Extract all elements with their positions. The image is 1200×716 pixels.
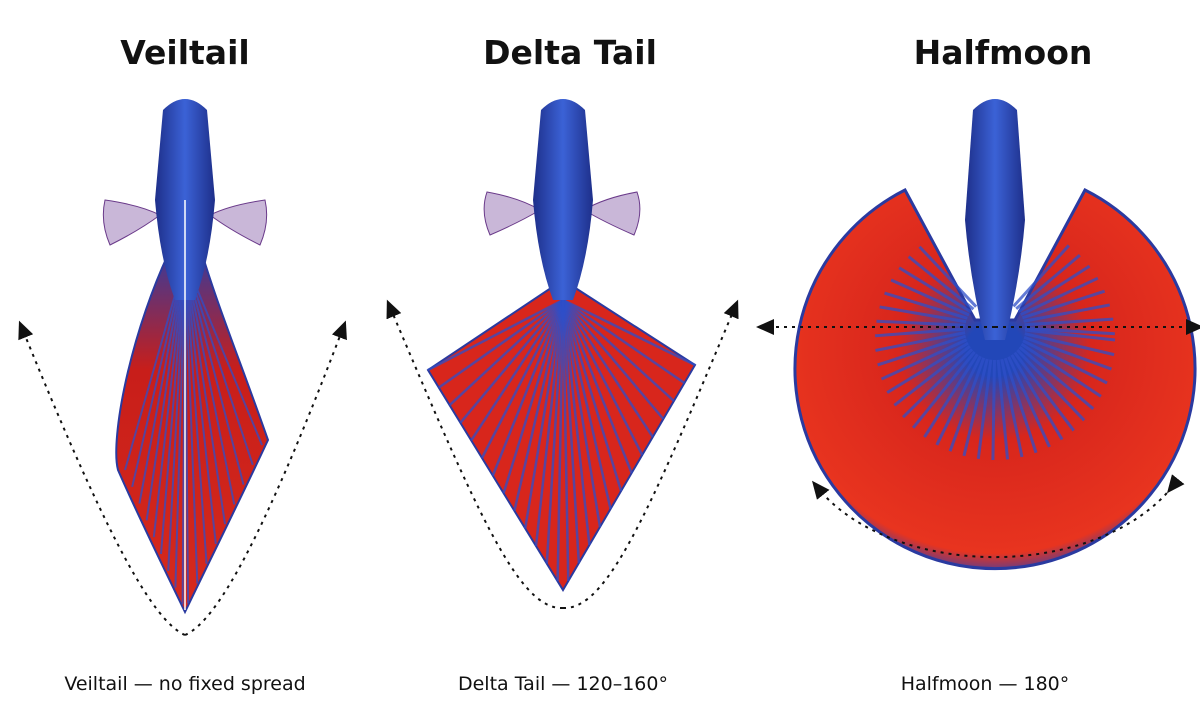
tail-ray — [1016, 349, 1086, 422]
tail-ray — [1020, 342, 1102, 398]
spread-arrow — [18, 320, 186, 636]
tail-ray — [184, 259, 236, 505]
tail-ray — [976, 359, 993, 460]
tail-ray — [879, 305, 967, 324]
tail-ray — [448, 299, 564, 407]
veiltail-fish — [102, 99, 270, 615]
tail-ray — [1021, 289, 1106, 320]
tail-ray — [145, 259, 186, 521]
tail-ray — [561, 299, 581, 564]
tail-ray — [886, 341, 969, 394]
tail-ray — [1023, 335, 1112, 371]
tail-ray — [962, 358, 989, 457]
tail-ray — [502, 299, 565, 494]
tail-ray — [138, 259, 186, 504]
tail-ray — [1024, 332, 1115, 357]
tail-ray — [523, 299, 565, 529]
tail-ray — [534, 299, 565, 547]
spread-arrow — [562, 299, 739, 610]
tail-ray — [948, 357, 986, 452]
tail-ray — [545, 299, 565, 564]
tail-ray — [562, 299, 665, 420]
tail-ray — [911, 350, 976, 429]
tail-ray — [1024, 326, 1115, 336]
tail-ray — [184, 259, 217, 545]
tail-ray — [877, 334, 967, 367]
tail-ray — [1017, 264, 1091, 313]
tail-ray — [167, 259, 186, 571]
spread-arrow — [386, 299, 564, 610]
tail-ray — [1024, 328, 1116, 342]
tail-ray — [893, 345, 971, 407]
tail-ray — [874, 327, 966, 338]
tail-ray — [991, 359, 996, 461]
tail-ray — [561, 299, 644, 456]
panel-title: Veiltail — [120, 33, 249, 72]
tail-ray — [562, 298, 686, 385]
tail-ray — [562, 299, 675, 402]
tail-ray — [876, 319, 966, 327]
tail-ray — [880, 338, 968, 381]
tail-ray — [459, 299, 564, 424]
tail-ray — [875, 331, 966, 352]
tail-ray — [918, 245, 978, 308]
tail-ray — [491, 299, 565, 477]
tail-ray — [935, 355, 982, 446]
tail-ray — [561, 299, 602, 528]
tail-ray — [996, 359, 1010, 460]
tail-ray — [184, 259, 227, 525]
tail-ray — [1003, 357, 1038, 454]
tail-ray — [1020, 276, 1099, 316]
tail-ray — [1000, 358, 1024, 458]
tail-ray — [898, 266, 972, 314]
tail-ray — [1018, 346, 1095, 410]
tail-ray — [470, 299, 565, 442]
tail-ray — [438, 298, 564, 389]
panel-title: Delta Tail — [483, 33, 657, 72]
panel-title: Halfmoon — [914, 33, 1093, 72]
tail-ray — [1022, 339, 1108, 385]
tail-ray — [1024, 317, 1114, 327]
tail-ray — [884, 291, 968, 320]
tail-ray — [1013, 351, 1075, 432]
tail-ray — [561, 299, 612, 510]
tail-ray — [174, 259, 186, 588]
tail-ray — [907, 255, 975, 311]
tail-ray — [1010, 354, 1064, 441]
tail-ray — [561, 299, 633, 474]
tail-ray — [561, 299, 623, 492]
tail-ray — [480, 299, 565, 459]
tail-ray — [1015, 254, 1081, 310]
spread-arrow — [184, 320, 347, 636]
tail-ray — [902, 348, 974, 419]
caption: Delta Tail — 120–160° — [458, 673, 668, 695]
tail-ray — [160, 259, 186, 555]
tail-ray — [513, 299, 565, 512]
tail-ray — [561, 299, 591, 546]
tail-ray — [1023, 303, 1111, 323]
tail-ray — [561, 299, 570, 582]
tail-ray — [1007, 356, 1051, 448]
tail-ray — [890, 278, 970, 317]
tail-ray — [561, 299, 654, 438]
tail-ray — [562, 298, 696, 367]
delta-fish — [426, 99, 697, 592]
caption: Veiltail — no fixed spread — [64, 673, 305, 695]
tail-ray — [923, 353, 979, 438]
tail-ray — [184, 259, 208, 564]
tail-ray — [184, 259, 199, 584]
caption: Halfmoon — 180° — [901, 673, 1070, 695]
halfmoon-fish — [793, 99, 1197, 571]
tail-ray — [152, 259, 186, 538]
tail-ray — [427, 298, 564, 372]
tail-ray — [1012, 244, 1070, 308]
tail-ray — [556, 299, 565, 582]
